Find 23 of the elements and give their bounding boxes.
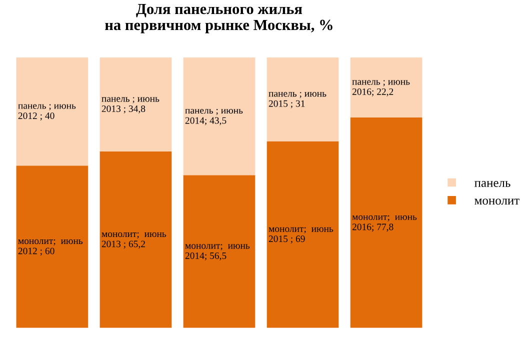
bar — [100, 152, 172, 328]
data-label: монолит; июнь 2016; 77,8 — [352, 215, 417, 232]
bar — [266, 57, 339, 142]
data-label: монолит; июнь 2015 ; 69 — [268, 227, 334, 244]
bar — [16, 166, 88, 328]
data-label: панель ; июнь 2015 ; 31 — [268, 92, 326, 108]
data-label: монолит; июнь 2014; 56,5 — [185, 244, 250, 260]
data-label: монолит; июнь 2013 ; 65,2 — [102, 232, 166, 249]
legend-label: панель — [474, 180, 510, 187]
bar — [183, 57, 256, 176]
data-label: панель ; июнь 2013 ; 34,8 — [102, 97, 160, 114]
bar — [183, 175, 256, 328]
legend-label: монолит — [474, 198, 520, 205]
bar — [350, 57, 422, 118]
bar — [100, 57, 172, 152]
data-label: панель ; июнь 2014; 43,5 — [185, 108, 243, 126]
bar — [350, 117, 422, 328]
bar — [266, 141, 339, 328]
data-label: монолит; июнь 2012 ; 60 — [18, 239, 83, 256]
chart-title: Доля панельного жилья на первичном рынке Москвы, % — [105, 4, 332, 34]
bar — [16, 57, 88, 166]
data-label: панель ; июнь 2016; 22,2 — [352, 80, 410, 96]
data-label: панель ; июнь 2012 ; 40 — [18, 104, 76, 120]
